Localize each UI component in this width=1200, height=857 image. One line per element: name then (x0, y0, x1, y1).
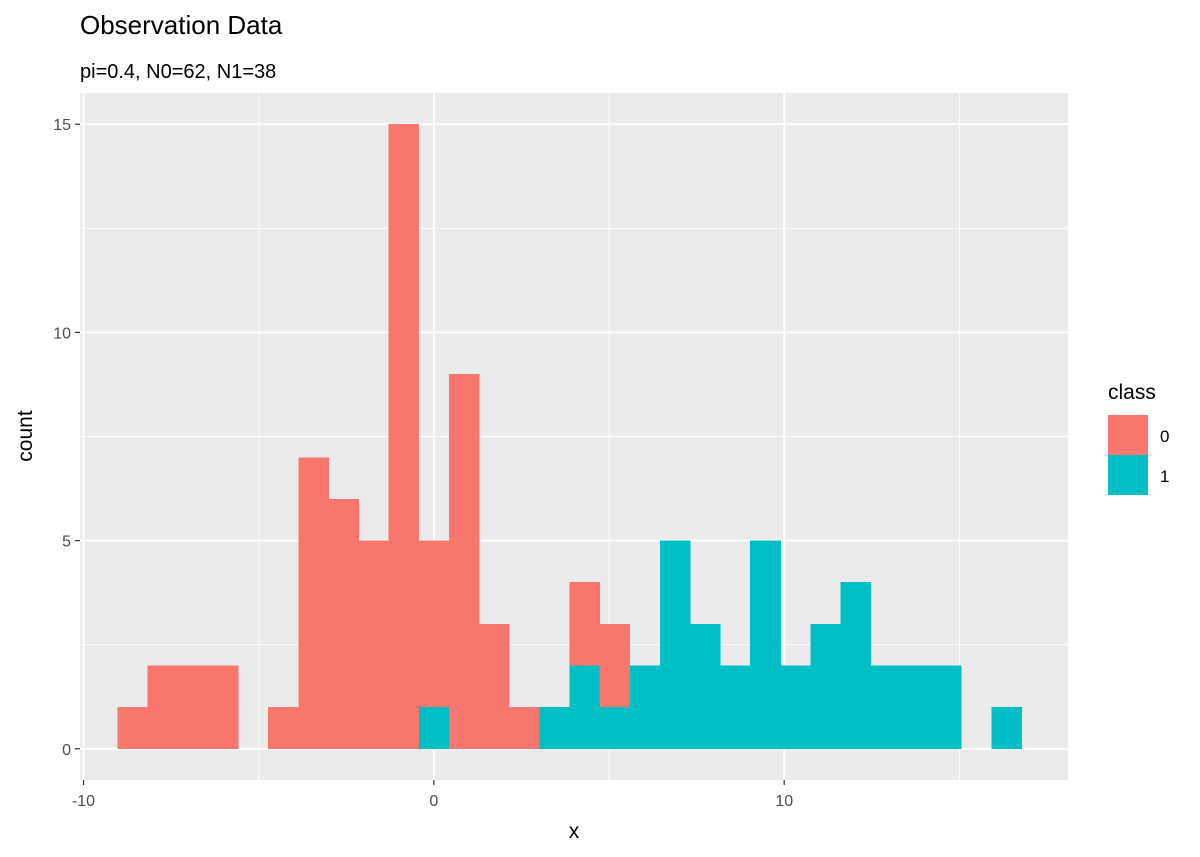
bar-class-1 (629, 665, 661, 749)
y-tick-label: 15 (53, 117, 71, 134)
y-axis: 0 5 10 15 (53, 117, 80, 759)
bar-class-0 (418, 540, 450, 708)
bar-class-0 (328, 498, 359, 749)
legend-label-0: 0 (1160, 427, 1169, 446)
bar-class-1 (720, 665, 751, 749)
bar-class-1 (810, 623, 842, 749)
chart-title: Observation Data (80, 10, 283, 40)
y-tick-label: 0 (62, 742, 71, 759)
legend-label-1: 1 (1160, 467, 1169, 486)
bar-class-1 (931, 665, 962, 749)
bar-class-1 (870, 665, 902, 749)
legend-key-1 (1108, 455, 1148, 495)
bar-class-1 (569, 665, 600, 749)
bar-class-0 (388, 124, 420, 749)
bar-class-0 (569, 582, 600, 666)
bar-class-0 (599, 623, 631, 708)
x-axis: -10 0 10 (72, 780, 793, 810)
x-tick-label: -10 (72, 793, 95, 810)
bar-class-0 (358, 540, 390, 749)
bar-class-1 (750, 540, 781, 749)
bar-class-1 (659, 540, 691, 749)
y-axis-title: count (14, 410, 37, 462)
bar-class-1 (599, 707, 631, 749)
legend-key-0 (1108, 415, 1148, 455)
bar-class-0 (298, 457, 329, 749)
bars (117, 124, 1022, 749)
bar-class-1 (900, 665, 932, 749)
bar-class-0 (268, 707, 299, 749)
bar-class-1 (689, 623, 721, 749)
bar-class-0 (177, 665, 209, 749)
bar-class-0 (448, 374, 480, 749)
x-axis-title: x (569, 820, 580, 843)
x-tick-label: 10 (775, 793, 793, 810)
bar-class-0 (117, 707, 149, 749)
chart-subtitle: pi=0.4, N0=62, N1=38 (80, 61, 276, 83)
bar-class-0 (479, 623, 510, 749)
legend-title: class (1108, 381, 1156, 404)
bar-class-1 (840, 582, 872, 749)
x-tick-label: 0 (429, 793, 438, 810)
bar-class-1 (780, 665, 811, 749)
bar-class-1 (991, 707, 1022, 749)
bar-class-1 (539, 707, 570, 749)
bar-class-0 (509, 707, 540, 749)
bar-class-0 (147, 665, 179, 749)
legend: class 0 1 (1108, 381, 1169, 495)
bar-class-1 (418, 707, 450, 749)
y-tick-label: 10 (53, 325, 71, 342)
y-tick-label: 5 (62, 534, 71, 551)
bar-class-0 (207, 665, 239, 749)
